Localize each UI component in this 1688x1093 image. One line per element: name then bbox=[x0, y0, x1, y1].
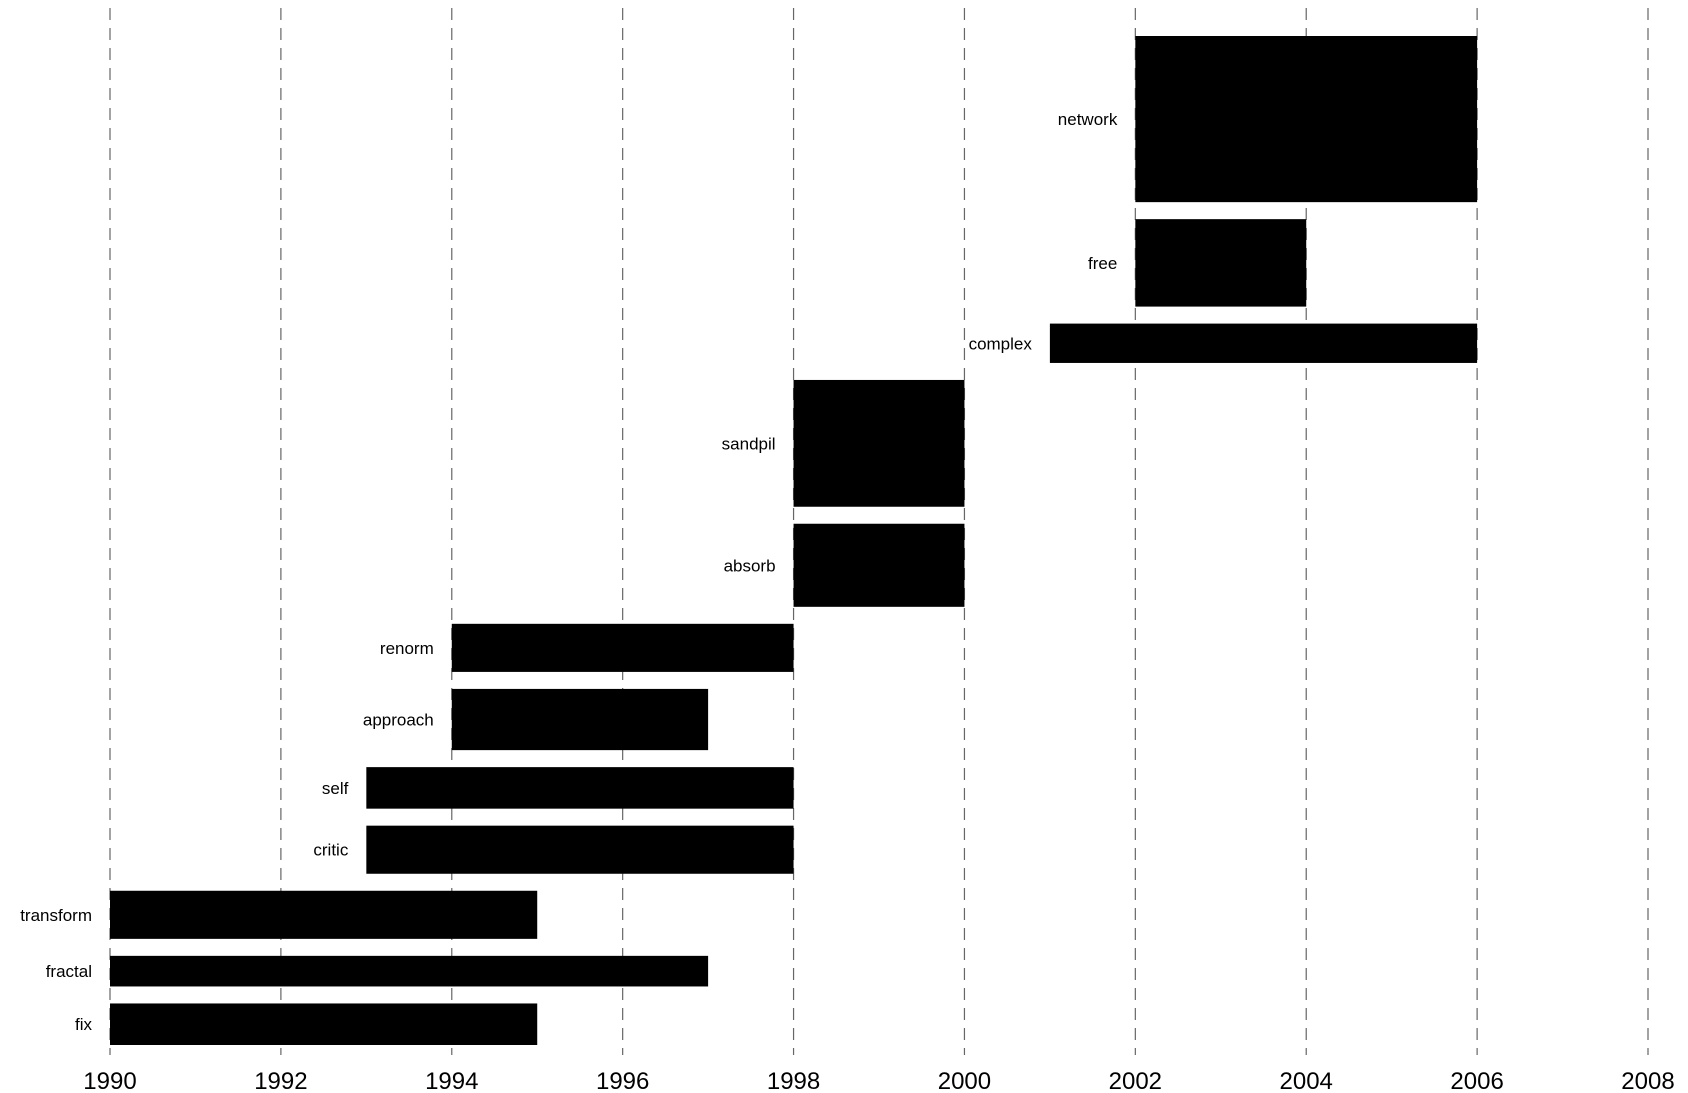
bar-network bbox=[1135, 36, 1477, 202]
bar-label-transform: transform bbox=[20, 906, 92, 925]
bar-label-fractal: fractal bbox=[46, 962, 92, 981]
bar-complex bbox=[1050, 324, 1477, 363]
x-tick-label: 2000 bbox=[938, 1068, 991, 1093]
bar-sandpil bbox=[794, 380, 965, 507]
bar-label-complex: complex bbox=[969, 334, 1033, 353]
bar-renorm bbox=[452, 624, 794, 672]
bar-transform bbox=[110, 891, 537, 939]
x-tick-label: 1998 bbox=[767, 1068, 820, 1093]
x-tick-label: 2002 bbox=[1109, 1068, 1162, 1093]
bar-label-absorb: absorb bbox=[724, 556, 776, 575]
bar-label-approach: approach bbox=[363, 711, 434, 730]
x-tick-label: 2004 bbox=[1280, 1068, 1333, 1093]
x-tick-label: 2008 bbox=[1621, 1068, 1674, 1093]
bar-fix bbox=[110, 1003, 537, 1045]
x-tick-label: 2006 bbox=[1450, 1068, 1503, 1093]
bar-approach bbox=[452, 689, 708, 750]
bar-absorb bbox=[794, 524, 965, 607]
bar-label-fix: fix bbox=[75, 1015, 93, 1034]
bar-critic bbox=[366, 826, 793, 874]
bar-label-sandpil: sandpil bbox=[722, 434, 776, 453]
bar-label-network: network bbox=[1058, 110, 1118, 129]
bar-label-self: self bbox=[322, 779, 349, 798]
bar-label-critic: critic bbox=[313, 841, 348, 860]
bar-free bbox=[1135, 219, 1306, 306]
x-tick-label: 1990 bbox=[83, 1068, 136, 1093]
bar-label-free: free bbox=[1088, 254, 1117, 273]
bar-self bbox=[366, 767, 793, 809]
x-axis-ticks: 1990 1992 1994 1996 1998 2000 2002 2004 2006 2008 bbox=[83, 1068, 1674, 1093]
x-tick-label: 1992 bbox=[254, 1068, 307, 1093]
x-tick-label: 1996 bbox=[596, 1068, 649, 1093]
x-tick-label: 1994 bbox=[425, 1068, 478, 1093]
bar-fractal bbox=[110, 956, 708, 987]
bar-label-renorm: renorm bbox=[380, 639, 434, 658]
